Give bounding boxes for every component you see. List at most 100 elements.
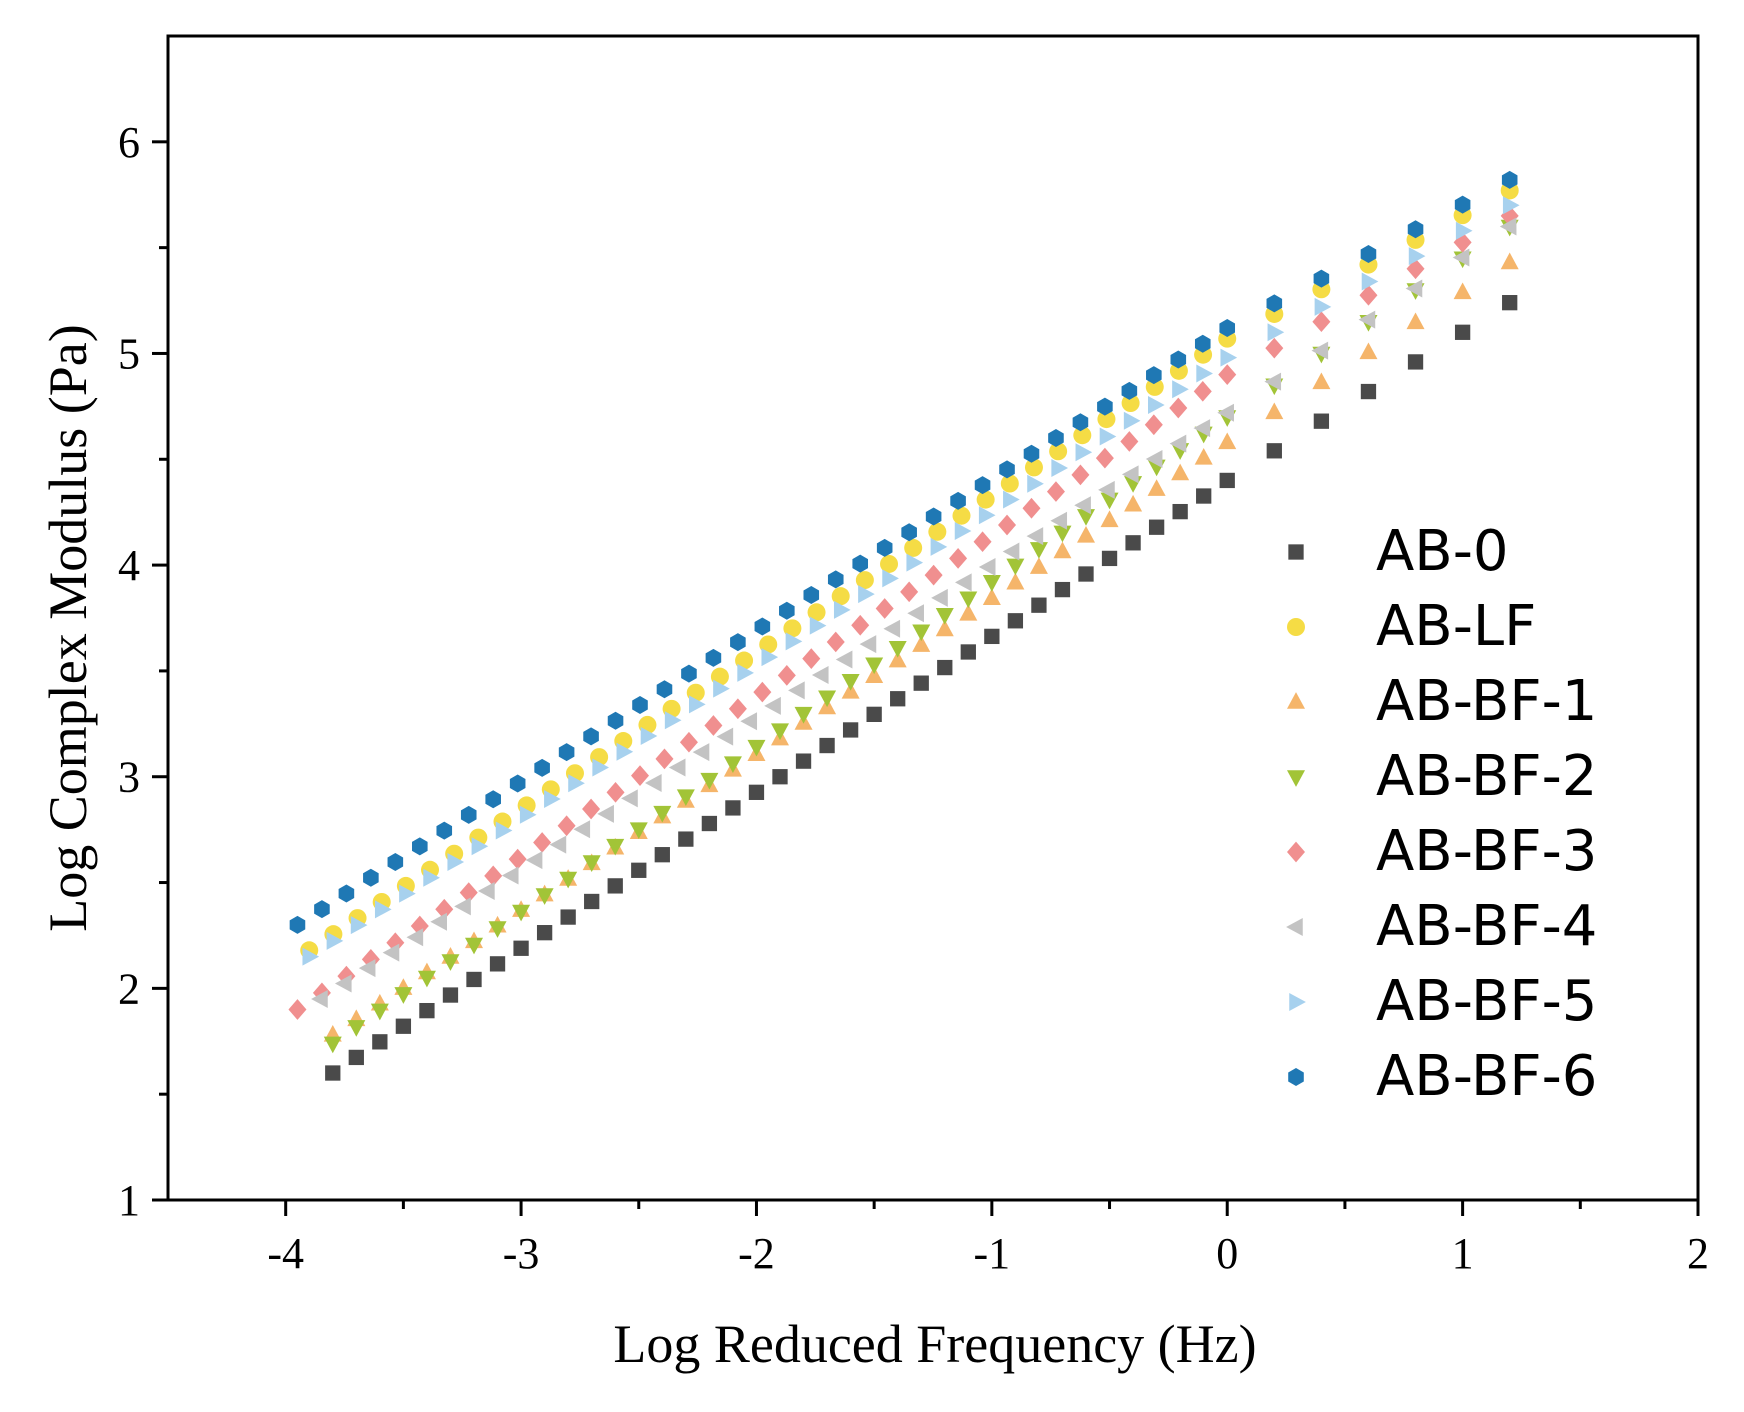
- data-point: [1101, 550, 1118, 567]
- data-point: [754, 617, 771, 636]
- data-point: [631, 862, 647, 878]
- data-point: [1099, 427, 1117, 446]
- data-point: [955, 573, 972, 592]
- data-point: [1405, 279, 1423, 298]
- data-point: [1144, 414, 1163, 436]
- data-point: [358, 959, 376, 978]
- data-point: [982, 575, 1001, 592]
- data-point: [348, 1049, 364, 1066]
- data-point: [1006, 558, 1025, 576]
- data-point: [973, 531, 992, 553]
- data-point: [888, 650, 907, 668]
- data-point: [374, 900, 392, 919]
- data-point: [865, 657, 884, 675]
- legend-label: AB-BF-4: [1376, 894, 1597, 959]
- data-point: [525, 851, 543, 870]
- data-point: [289, 915, 306, 934]
- data-point: [730, 633, 746, 652]
- data-point: [978, 557, 996, 576]
- data-point: [747, 739, 766, 757]
- data-point: [928, 522, 947, 541]
- data-point: [1148, 395, 1165, 414]
- data-point: [442, 987, 459, 1003]
- data-point: [1360, 383, 1377, 400]
- data-point: [692, 743, 710, 762]
- data-point: [826, 631, 845, 653]
- plot-frame: [166, 34, 1700, 1202]
- data-point: [1170, 350, 1187, 369]
- x-tick-label: -1: [974, 1229, 1011, 1278]
- data-point: [952, 506, 971, 525]
- x-axis-title: Log Reduced Frequency (Hz): [613, 1314, 1256, 1374]
- data-point: [536, 925, 553, 941]
- data-point: [865, 666, 884, 684]
- data-point: [925, 507, 942, 526]
- series-AB-BF-2: [323, 219, 1519, 1054]
- data-point: [705, 648, 722, 667]
- data-point: [1124, 494, 1143, 512]
- data-point: [560, 909, 576, 925]
- x-tick-label: 0: [1216, 1229, 1238, 1278]
- data-point: [880, 554, 899, 573]
- data-point: [1196, 364, 1213, 383]
- data-point: [631, 765, 650, 786]
- data-point: [372, 1034, 388, 1050]
- data-point: [350, 916, 368, 935]
- data-point: [607, 711, 624, 730]
- data-point: [866, 706, 882, 723]
- data-point: [423, 868, 440, 887]
- data-point: [559, 871, 578, 889]
- data-point: [1147, 479, 1166, 496]
- legend-marker: [1287, 841, 1305, 863]
- data-point: [1172, 380, 1189, 399]
- data-point: [1220, 348, 1238, 367]
- series-AB-BF-3: [288, 205, 1519, 1020]
- data-point: [1169, 397, 1188, 419]
- data-point: [583, 727, 599, 746]
- data-point: [656, 680, 673, 699]
- data-point: [1121, 381, 1138, 400]
- legend-marker: [1289, 993, 1306, 1011]
- data-point: [1311, 341, 1329, 360]
- data-point: [740, 712, 758, 731]
- data-point: [855, 571, 874, 590]
- data-point: [978, 506, 996, 525]
- data-point: [906, 553, 924, 572]
- data-point: [558, 743, 575, 762]
- data-point: [1193, 419, 1211, 438]
- data-point: [653, 805, 672, 823]
- data-point: [387, 853, 404, 872]
- data-point: [900, 581, 919, 603]
- data-point: [549, 835, 567, 854]
- data-point: [640, 726, 658, 745]
- data-point: [883, 619, 901, 638]
- data-point: [842, 722, 859, 738]
- data-point: [1148, 519, 1165, 535]
- data-point: [931, 588, 948, 607]
- data-point: [1265, 402, 1284, 420]
- data-point: [1121, 465, 1139, 484]
- data-point: [395, 1018, 412, 1034]
- data-point: [1051, 459, 1069, 478]
- data-point: [851, 614, 870, 636]
- data-point: [1125, 535, 1141, 551]
- data-point: [1314, 297, 1332, 316]
- data-point: [1193, 380, 1212, 402]
- data-point: [616, 742, 634, 761]
- data-point: [1408, 247, 1426, 266]
- data-point: [852, 554, 869, 573]
- data-point: [484, 865, 503, 887]
- data-point: [761, 648, 779, 667]
- data-point: [382, 943, 400, 962]
- data-point: [960, 644, 976, 660]
- data-point: [859, 635, 877, 654]
- data-point: [1071, 464, 1090, 486]
- data-point: [582, 855, 601, 872]
- series-AB-BF-5: [302, 196, 1520, 966]
- data-point: [621, 789, 638, 808]
- data-point: [1501, 170, 1518, 189]
- data-point: [833, 600, 851, 619]
- data-point: [1171, 463, 1190, 481]
- data-point: [1054, 581, 1071, 598]
